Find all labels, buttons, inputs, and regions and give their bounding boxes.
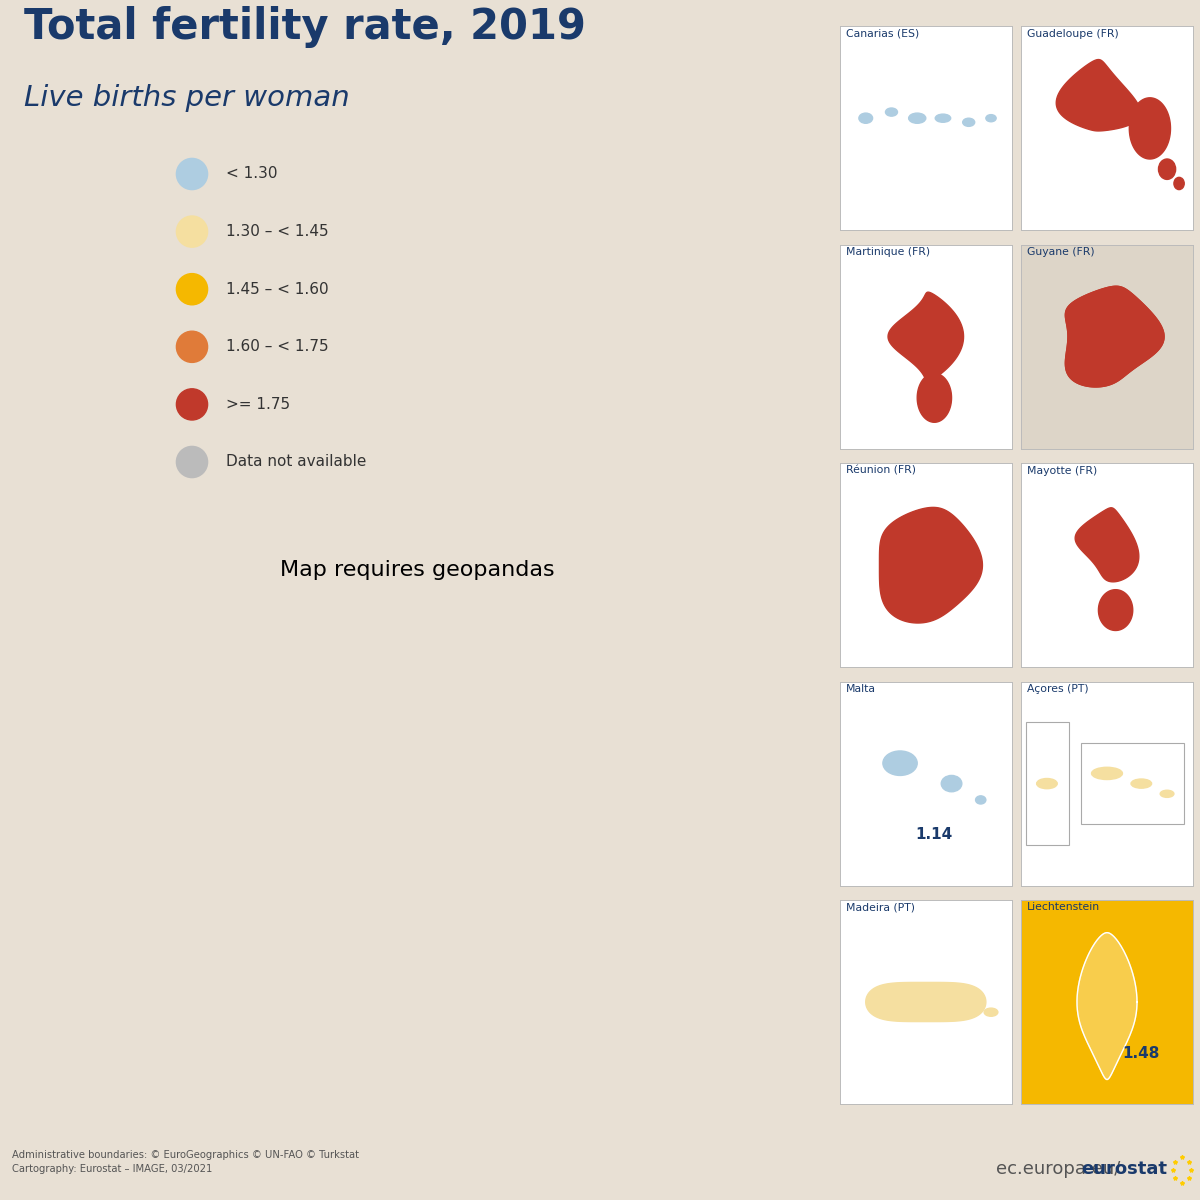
Text: eurostat: eurostat: [1081, 1160, 1168, 1178]
Polygon shape: [1098, 589, 1133, 630]
Polygon shape: [1076, 932, 1138, 1080]
Text: 1.14: 1.14: [916, 827, 953, 842]
Bar: [1081, 743, 1184, 824]
Circle shape: [1158, 158, 1176, 179]
Ellipse shape: [1160, 791, 1174, 797]
Text: >= 1.75: >= 1.75: [226, 397, 289, 412]
Ellipse shape: [886, 108, 898, 116]
Text: Malta: Malta: [846, 684, 876, 694]
Bar: [1026, 722, 1069, 845]
Polygon shape: [1075, 508, 1139, 582]
Text: 1.30 – < 1.45: 1.30 – < 1.45: [226, 224, 329, 239]
Text: Total fertility rate, 2019: Total fertility rate, 2019: [24, 6, 586, 48]
Text: 1.48: 1.48: [1123, 1045, 1160, 1061]
Polygon shape: [1066, 287, 1164, 386]
Ellipse shape: [935, 114, 950, 122]
Ellipse shape: [984, 1008, 998, 1016]
Text: Mayotte (FR): Mayotte (FR): [1027, 466, 1098, 475]
Polygon shape: [1056, 60, 1140, 131]
Text: Map requires geopandas: Map requires geopandas: [280, 560, 554, 580]
Text: ec.europa.eu/: ec.europa.eu/: [996, 1160, 1121, 1178]
Polygon shape: [865, 983, 986, 1021]
Ellipse shape: [1092, 767, 1122, 780]
Text: Administrative boundaries: © EuroGeographics © UN-FAO © Turkstat
Cartography: Eu: Administrative boundaries: © EuroGeograp…: [12, 1150, 359, 1174]
Ellipse shape: [941, 775, 962, 792]
Ellipse shape: [1037, 779, 1057, 788]
Text: Madeira (PT): Madeira (PT): [846, 902, 916, 912]
Polygon shape: [1066, 287, 1164, 386]
Polygon shape: [880, 508, 983, 623]
Text: Canarias (ES): Canarias (ES): [846, 29, 919, 38]
Text: Guadeloupe (FR): Guadeloupe (FR): [1027, 29, 1118, 38]
Text: Live births per woman: Live births per woman: [24, 84, 349, 112]
Ellipse shape: [1132, 779, 1152, 788]
Text: 1.60 – < 1.75: 1.60 – < 1.75: [226, 340, 329, 354]
Polygon shape: [888, 292, 964, 382]
Text: Liechtenstein: Liechtenstein: [1027, 902, 1100, 912]
Ellipse shape: [976, 796, 986, 804]
Text: 1.45 – < 1.60: 1.45 – < 1.60: [226, 282, 329, 296]
Ellipse shape: [859, 113, 872, 124]
Text: Açores (PT): Açores (PT): [1027, 684, 1088, 694]
Text: Réunion (FR): Réunion (FR): [846, 466, 916, 475]
Polygon shape: [1129, 98, 1170, 158]
Polygon shape: [917, 373, 952, 422]
Ellipse shape: [883, 751, 917, 775]
Text: < 1.30: < 1.30: [226, 167, 277, 181]
Ellipse shape: [962, 119, 974, 126]
Ellipse shape: [908, 113, 926, 124]
Ellipse shape: [986, 115, 996, 121]
Circle shape: [1174, 178, 1184, 190]
Text: Guyane (FR): Guyane (FR): [1027, 247, 1094, 257]
Text: Data not available: Data not available: [226, 455, 366, 469]
Text: Martinique (FR): Martinique (FR): [846, 247, 930, 257]
